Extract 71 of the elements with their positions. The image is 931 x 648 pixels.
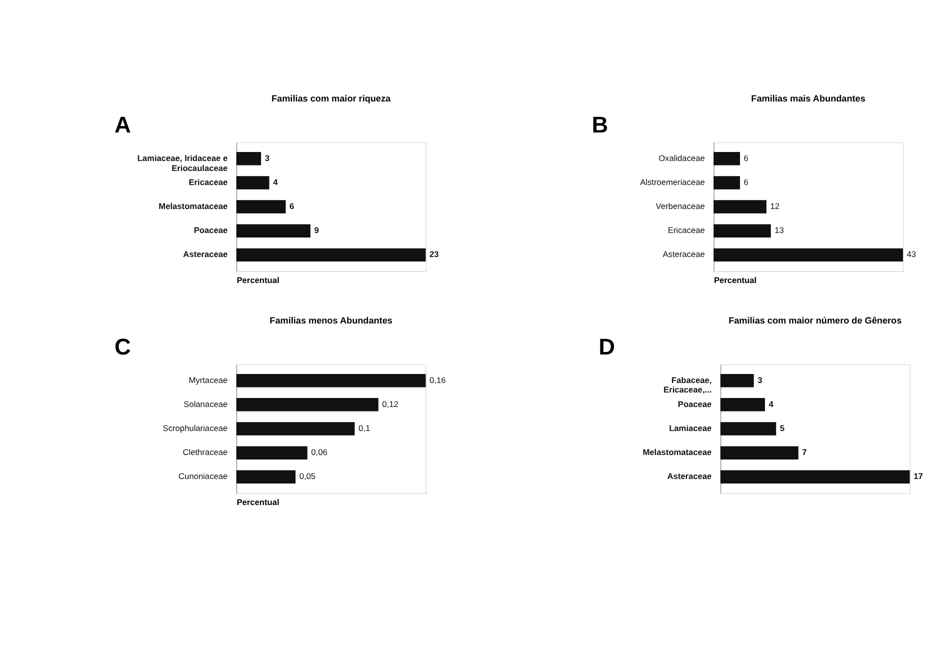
- bar: [236, 398, 378, 412]
- data-label: 23: [430, 249, 440, 260]
- y-tick-label: Melastomataceae: [642, 447, 712, 458]
- data-label: 4: [273, 176, 278, 187]
- bar: [714, 224, 771, 238]
- y-tick-label: Oxalidaceae: [658, 152, 706, 163]
- x-axis-title: Percentual: [236, 274, 280, 285]
- bar: [714, 176, 740, 190]
- data-label: 0,05: [299, 471, 316, 482]
- bar: [236, 200, 286, 214]
- data-label: 6: [290, 201, 295, 212]
- data-label: 0,16: [430, 374, 446, 385]
- bar: [236, 248, 426, 262]
- text: D: [598, 334, 615, 360]
- data-label: 3: [264, 152, 270, 163]
- chart-title: Familias com maior riqueza: [272, 93, 392, 104]
- chart-title: Familias menos Abundantes: [270, 315, 392, 326]
- data-label: 4: [768, 398, 774, 409]
- bar: [236, 152, 262, 166]
- bar: [720, 446, 798, 460]
- bar: [720, 398, 765, 412]
- bar: [236, 470, 296, 484]
- y-tick-label: Asteraceae: [667, 471, 712, 482]
- data-label: 6: [744, 152, 749, 163]
- data-label: 0,1: [358, 423, 370, 434]
- y-tick-label: Ericaceae: [668, 225, 706, 236]
- y-tick-label: Melastomataceae: [158, 201, 228, 212]
- data-label: 3: [758, 374, 763, 385]
- data-label: 12: [770, 201, 780, 212]
- y-tick-label: Lamiaceae, Iridaceae e Eriocaulaceae: [137, 152, 228, 173]
- y-tick-label: Fabaceae, Ericaceae,...: [664, 374, 712, 395]
- y-tick-label: Asteraceae: [662, 249, 706, 260]
- y-tick-label: Asteraceae: [183, 249, 228, 260]
- x-axis-title: Percentual: [714, 274, 757, 285]
- text: B: [592, 112, 608, 138]
- y-tick-label: Lamiaceae: [669, 423, 712, 434]
- y-tick-label: Clethraceae: [182, 447, 228, 458]
- text: C: [114, 334, 131, 360]
- bar: [714, 248, 903, 262]
- bar: [236, 374, 426, 388]
- y-tick-label: Scrophulariaceae: [162, 423, 228, 434]
- bar: [236, 446, 308, 460]
- y-tick-label: Ericaceae: [188, 176, 228, 187]
- y-tick-label: Poaceae: [194, 225, 228, 236]
- data-label: 0,12: [382, 398, 399, 409]
- data-label: 5: [780, 423, 785, 434]
- x-axis-title: Percentual: [236, 496, 280, 507]
- bar: [236, 224, 310, 238]
- bar: [714, 152, 740, 166]
- bar: [720, 374, 754, 388]
- bar: [720, 470, 910, 484]
- data-label: 43: [906, 249, 916, 260]
- bar: [720, 422, 776, 436]
- data-label: 7: [802, 447, 808, 458]
- data-label: 9: [314, 225, 320, 236]
- chart-title: Familias com maior número de Gêneros: [728, 315, 902, 326]
- y-tick-label: Myrtaceae: [188, 374, 228, 385]
- y-tick-label: Cunoniaceae: [178, 471, 228, 482]
- y-tick-label: Poaceae: [678, 398, 712, 409]
- bar: [236, 176, 270, 190]
- y-tick-label: Alstroemeriaceae: [640, 176, 706, 187]
- bar: [236, 422, 355, 436]
- y-tick-label: Verbenaceae: [656, 201, 706, 212]
- data-label: 6: [744, 176, 749, 187]
- data-label: 0,06: [311, 447, 328, 458]
- data-label: 13: [774, 225, 784, 236]
- chart-title: Familias mais Abundantes: [751, 93, 866, 104]
- bar: [714, 200, 766, 214]
- text: A: [114, 112, 131, 138]
- y-tick-label: Solanaceae: [184, 398, 228, 409]
- data-label: 17: [914, 471, 924, 482]
